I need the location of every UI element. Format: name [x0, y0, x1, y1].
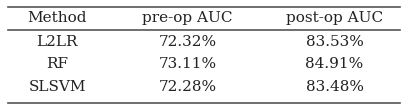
- Text: 84.91%: 84.91%: [306, 57, 364, 71]
- Text: post-op AUC: post-op AUC: [286, 11, 383, 25]
- Text: L2LR: L2LR: [36, 35, 78, 49]
- Text: RF: RF: [46, 57, 68, 71]
- Text: 72.28%: 72.28%: [159, 80, 217, 94]
- Text: 83.48%: 83.48%: [306, 80, 364, 94]
- Text: pre-op AUC: pre-op AUC: [142, 11, 233, 25]
- Text: Method: Method: [27, 11, 87, 25]
- Text: SLSVM: SLSVM: [29, 80, 86, 94]
- Text: 72.32%: 72.32%: [159, 35, 217, 49]
- Text: 83.53%: 83.53%: [306, 35, 364, 49]
- Text: 73.11%: 73.11%: [159, 57, 217, 71]
